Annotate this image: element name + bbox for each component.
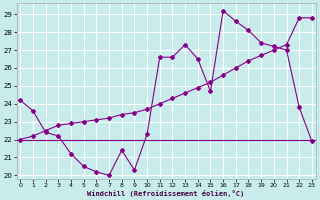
X-axis label: Windchill (Refroidissement éolien,°C): Windchill (Refroidissement éolien,°C) (87, 190, 245, 197)
